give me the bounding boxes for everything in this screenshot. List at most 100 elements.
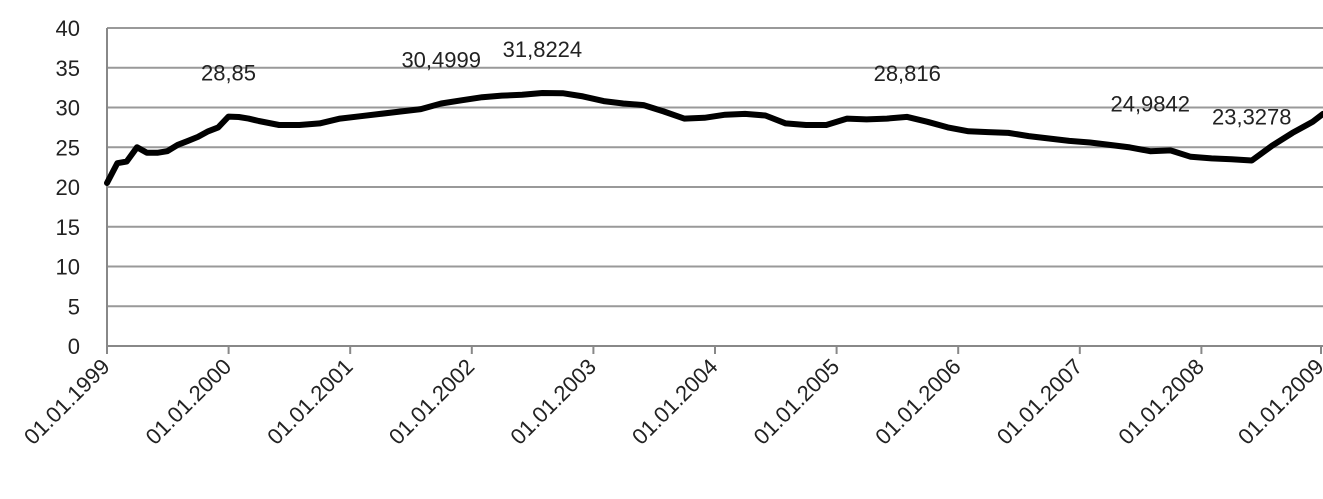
data-label: 24,9842 bbox=[1110, 91, 1190, 116]
data-point bbox=[205, 128, 211, 134]
data-point bbox=[722, 112, 728, 118]
data-point bbox=[1087, 139, 1093, 145]
data-point bbox=[104, 180, 110, 186]
y-tick-label: 25 bbox=[56, 135, 80, 160]
data-point bbox=[1046, 136, 1052, 142]
x-tick-label: 01.01.2003 bbox=[505, 354, 601, 450]
data-point bbox=[358, 113, 364, 119]
data-point bbox=[539, 90, 545, 96]
data-point bbox=[1188, 154, 1194, 160]
data-point bbox=[164, 148, 170, 154]
data-point bbox=[236, 114, 242, 120]
data-point bbox=[762, 112, 768, 118]
data-point bbox=[904, 114, 910, 120]
data-point bbox=[1066, 138, 1072, 144]
data-point bbox=[215, 124, 221, 130]
data-point bbox=[560, 90, 566, 96]
data-point bbox=[1289, 130, 1295, 136]
data-point bbox=[1127, 144, 1133, 150]
data-label: 23,3278 bbox=[1212, 105, 1292, 130]
data-point bbox=[154, 150, 160, 156]
y-tick-label: 15 bbox=[56, 215, 80, 240]
data-label: 30,4999 bbox=[401, 48, 481, 73]
y-tick-label: 30 bbox=[56, 96, 80, 121]
x-tick-label: 01.01.2001 bbox=[262, 354, 358, 450]
data-point bbox=[175, 142, 181, 148]
data-point bbox=[580, 93, 586, 99]
data-label: 28,85 bbox=[201, 61, 256, 86]
x-axis: 01.01.1999 01.01.2000 01.01.2001 01.01.2002… bbox=[19, 345, 1323, 450]
x-tick-label: 01.01.2007 bbox=[992, 354, 1088, 450]
data-point bbox=[519, 92, 525, 98]
data-point bbox=[783, 120, 789, 126]
y-tick-label: 40 bbox=[56, 16, 80, 41]
data-point bbox=[1320, 111, 1323, 117]
data-point bbox=[144, 150, 150, 156]
x-tick-label: 01.01.2002 bbox=[384, 354, 480, 450]
data-point bbox=[823, 122, 829, 128]
data-point bbox=[195, 134, 201, 140]
data-point bbox=[884, 116, 890, 122]
data-point bbox=[945, 124, 951, 130]
data-point bbox=[499, 93, 505, 99]
data-point bbox=[1147, 148, 1153, 154]
data-point bbox=[681, 116, 687, 122]
data-point bbox=[418, 106, 424, 112]
data-label: 28,816 bbox=[874, 61, 941, 86]
data-point bbox=[641, 102, 647, 108]
data-point bbox=[601, 98, 607, 104]
data-point bbox=[479, 94, 485, 100]
data-point bbox=[276, 122, 282, 128]
data-point bbox=[742, 111, 748, 117]
x-tick-label: 01.01.2006 bbox=[870, 354, 966, 450]
data-point bbox=[925, 119, 931, 125]
x-tick-label: 01.01.2004 bbox=[627, 354, 723, 450]
data-point bbox=[1005, 130, 1011, 136]
y-tick-label: 20 bbox=[56, 175, 80, 200]
data-point bbox=[317, 120, 323, 126]
data-point bbox=[296, 122, 302, 128]
x-tick-label: 01.01.2009 bbox=[1233, 354, 1323, 450]
data-point bbox=[803, 122, 809, 128]
data-point bbox=[1228, 156, 1234, 162]
gridlines bbox=[107, 27, 1323, 308]
data-point bbox=[1107, 142, 1113, 148]
data-point bbox=[1249, 158, 1255, 164]
data-point bbox=[661, 108, 667, 114]
data-point bbox=[438, 101, 444, 107]
data-point bbox=[134, 144, 140, 150]
data-point bbox=[337, 116, 343, 122]
data-point bbox=[1269, 143, 1275, 149]
data-point bbox=[965, 128, 971, 134]
data-point bbox=[844, 116, 850, 122]
data-point bbox=[185, 138, 191, 144]
x-tick-label: 01.01.1999 bbox=[19, 354, 115, 450]
data-point bbox=[124, 159, 130, 165]
x-tick-label: 01.01.2005 bbox=[749, 354, 845, 450]
data-point bbox=[864, 116, 870, 122]
x-tick-label: 01.01.2008 bbox=[1113, 354, 1209, 450]
data-point bbox=[459, 97, 465, 103]
data-point bbox=[1310, 119, 1316, 125]
data-point bbox=[114, 160, 120, 166]
data-point bbox=[1026, 133, 1032, 139]
data-label: 31,8224 bbox=[503, 37, 583, 62]
data-point bbox=[226, 114, 232, 120]
data-point bbox=[398, 108, 404, 114]
y-tick-label: 0 bbox=[68, 334, 80, 359]
data-point bbox=[985, 129, 991, 135]
y-tick-label: 35 bbox=[56, 56, 80, 81]
data-point bbox=[1168, 147, 1174, 153]
data-point bbox=[245, 116, 251, 122]
data-point bbox=[377, 111, 383, 117]
data-point bbox=[620, 101, 626, 107]
y-axis: 0 5 10 15 20 25 30 35 40 bbox=[56, 16, 108, 359]
data-labels: 28,85 30,4999 31,8224 28,816 24,9842 23,3278 bbox=[201, 37, 1292, 130]
y-tick-label: 10 bbox=[56, 255, 80, 280]
data-point bbox=[256, 118, 262, 124]
y-tick-label: 5 bbox=[68, 294, 80, 319]
data-point bbox=[1208, 155, 1214, 161]
series-group bbox=[104, 90, 1323, 186]
x-tick-label: 01.01.2000 bbox=[141, 354, 237, 450]
